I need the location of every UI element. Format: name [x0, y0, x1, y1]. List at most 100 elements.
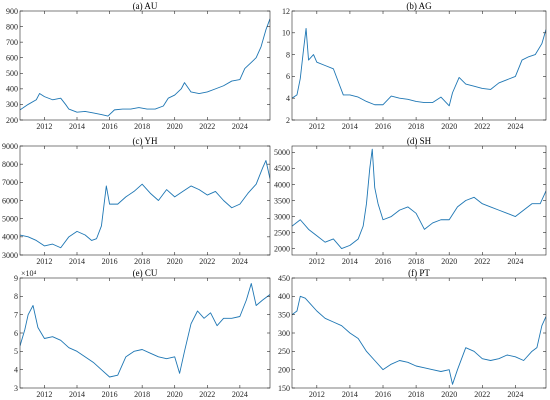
panel-title: (b) AG [406, 1, 432, 11]
panel-sh: (d) SH 2012 2014 2016 2018 2020 2022 2024 2000 2… [274, 136, 547, 266]
y-tick-label: 900 [6, 7, 18, 16]
x-tick-label: 2016 [375, 122, 391, 131]
y-tick-label: 3 [14, 384, 18, 393]
y-tick-label: 350 [278, 310, 290, 319]
x-tick-label: 2016 [102, 257, 118, 266]
y-tick-label: 7 [14, 310, 18, 319]
series-line [20, 18, 270, 117]
y-tick-label: 10 [282, 29, 290, 38]
panel-pt: (f) PT 2012 2014 2016 2018 2020 2022 2024 150 20… [278, 268, 547, 399]
x-tick-label: 2022 [199, 390, 215, 399]
y-tick-label: 2500 [274, 228, 290, 237]
series-line [292, 148, 546, 250]
panel-title: (f) PT [408, 268, 430, 278]
y-tick-label: 600 [6, 54, 18, 63]
x-tick-label: 2024 [232, 390, 248, 399]
y-tick-label: 5000 [2, 214, 18, 223]
x-tick-label: 2020 [441, 257, 457, 266]
y-tick-label: 3000 [2, 251, 18, 260]
y-tick-label: 9 [14, 274, 18, 283]
x-tick-label: 2020 [167, 257, 183, 266]
y-tick-label: 6 [286, 72, 290, 81]
y-tick-label: 800 [6, 22, 18, 31]
x-tick-label: 2016 [375, 390, 391, 399]
y-exponent-label: ×10⁴ [21, 269, 37, 278]
x-tick-label: 2014 [69, 390, 85, 399]
x-tick-label: 2020 [441, 390, 457, 399]
y-tick-label: 150 [278, 384, 290, 393]
x-tick-label: 2014 [69, 257, 85, 266]
y-tick-label: 8 [286, 50, 290, 59]
y-tick-label: 200 [6, 116, 18, 125]
y-tick-label: 2000 [274, 244, 290, 253]
x-tick-label: 2016 [102, 390, 118, 399]
y-tick-label: 8000 [2, 160, 18, 169]
y-tick-label: 300 [278, 329, 290, 338]
x-tick-label: 2012 [309, 122, 325, 131]
panel-title: (e) CU [133, 268, 158, 278]
series-line [292, 295, 546, 385]
x-tick-label: 2022 [474, 257, 490, 266]
y-tick-label: 3000 [274, 212, 290, 221]
panel-title: (a) AU [133, 1, 158, 11]
y-tick-label: 12 [282, 7, 290, 16]
y-tick-label: 7000 [2, 178, 18, 187]
x-tick-label: 2022 [474, 122, 490, 131]
x-tick-label: 2018 [134, 257, 150, 266]
x-tick-label: 2016 [102, 122, 118, 131]
panel-ag: (b) AG 2012 2014 2016 2018 2020 2022 2024 2 4 6 8 1… [282, 1, 547, 131]
panel-title: (c) YH [133, 136, 158, 146]
y-tick-label: 400 [278, 292, 290, 301]
y-tick-label: 500 [6, 69, 18, 78]
x-tick-label: 2024 [507, 390, 523, 399]
x-tick-label: 2018 [134, 390, 150, 399]
x-tick-label: 2020 [441, 122, 457, 131]
x-tick-label: 2024 [232, 122, 248, 131]
y-tick-label: 9000 [2, 142, 18, 151]
y-tick-label: 4500 [274, 164, 290, 173]
series-line [20, 160, 270, 249]
x-tick-label: 2020 [167, 390, 183, 399]
y-tick-label: 300 [6, 100, 18, 109]
y-tick-label: 5000 [274, 148, 290, 157]
series-line [292, 27, 546, 107]
x-tick-label: 2014 [342, 122, 358, 131]
y-tick-label: 200 [278, 365, 290, 374]
y-tick-label: 4000 [2, 233, 18, 242]
x-tick-label: 2012 [36, 122, 52, 131]
x-tick-label: 2012 [36, 390, 52, 399]
y-tick-label: 6 [14, 329, 18, 338]
x-tick-label: 2018 [134, 122, 150, 131]
x-tick-label: 2012 [309, 390, 325, 399]
y-tick-label: 250 [278, 347, 290, 356]
x-tick-label: 2024 [507, 122, 523, 131]
panel-cu: (e) CU ×10⁴ 2012 2014 2016 2018 2020 2022 2024… [14, 268, 271, 399]
x-tick-label: 2018 [408, 257, 424, 266]
y-tick-label: 700 [6, 38, 18, 47]
y-tick-label: 4000 [274, 180, 290, 189]
x-tick-label: 2012 [309, 257, 325, 266]
x-tick-label: 2018 [408, 122, 424, 131]
y-tick-label: 3500 [274, 196, 290, 205]
y-tick-label: 4 [286, 94, 290, 103]
panel-title: (d) SH [407, 136, 432, 146]
y-tick-label: 450 [278, 274, 290, 283]
y-tick-label: 400 [6, 85, 18, 94]
x-tick-label: 2022 [199, 257, 215, 266]
y-tick-label: 2 [286, 116, 290, 125]
y-tick-label: 5 [14, 347, 18, 356]
x-tick-label: 2022 [199, 122, 215, 131]
x-tick-label: 2020 [167, 122, 183, 131]
panel-yh: (c) YH 2012 2014 2016 2018 2020 2022 2024 3000 4… [2, 136, 271, 266]
x-tick-label: 2014 [342, 390, 358, 399]
x-tick-label: 2012 [36, 257, 52, 266]
axes-box [291, 10, 547, 121]
y-tick-label: 6000 [2, 196, 18, 205]
x-tick-label: 2016 [375, 257, 391, 266]
x-tick-label: 2024 [507, 257, 523, 266]
x-tick-label: 2018 [408, 390, 424, 399]
x-tick-label: 2014 [69, 122, 85, 131]
y-tick-label: 4 [14, 365, 18, 374]
x-tick-label: 2024 [232, 257, 248, 266]
